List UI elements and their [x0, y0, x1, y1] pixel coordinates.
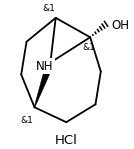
Text: HCl: HCl: [55, 134, 78, 147]
Text: NH: NH: [36, 60, 53, 73]
Text: &1: &1: [43, 4, 55, 13]
Text: &1: &1: [20, 116, 33, 125]
Text: OH: OH: [111, 19, 129, 32]
Polygon shape: [34, 61, 54, 107]
Text: &1: &1: [82, 43, 95, 52]
